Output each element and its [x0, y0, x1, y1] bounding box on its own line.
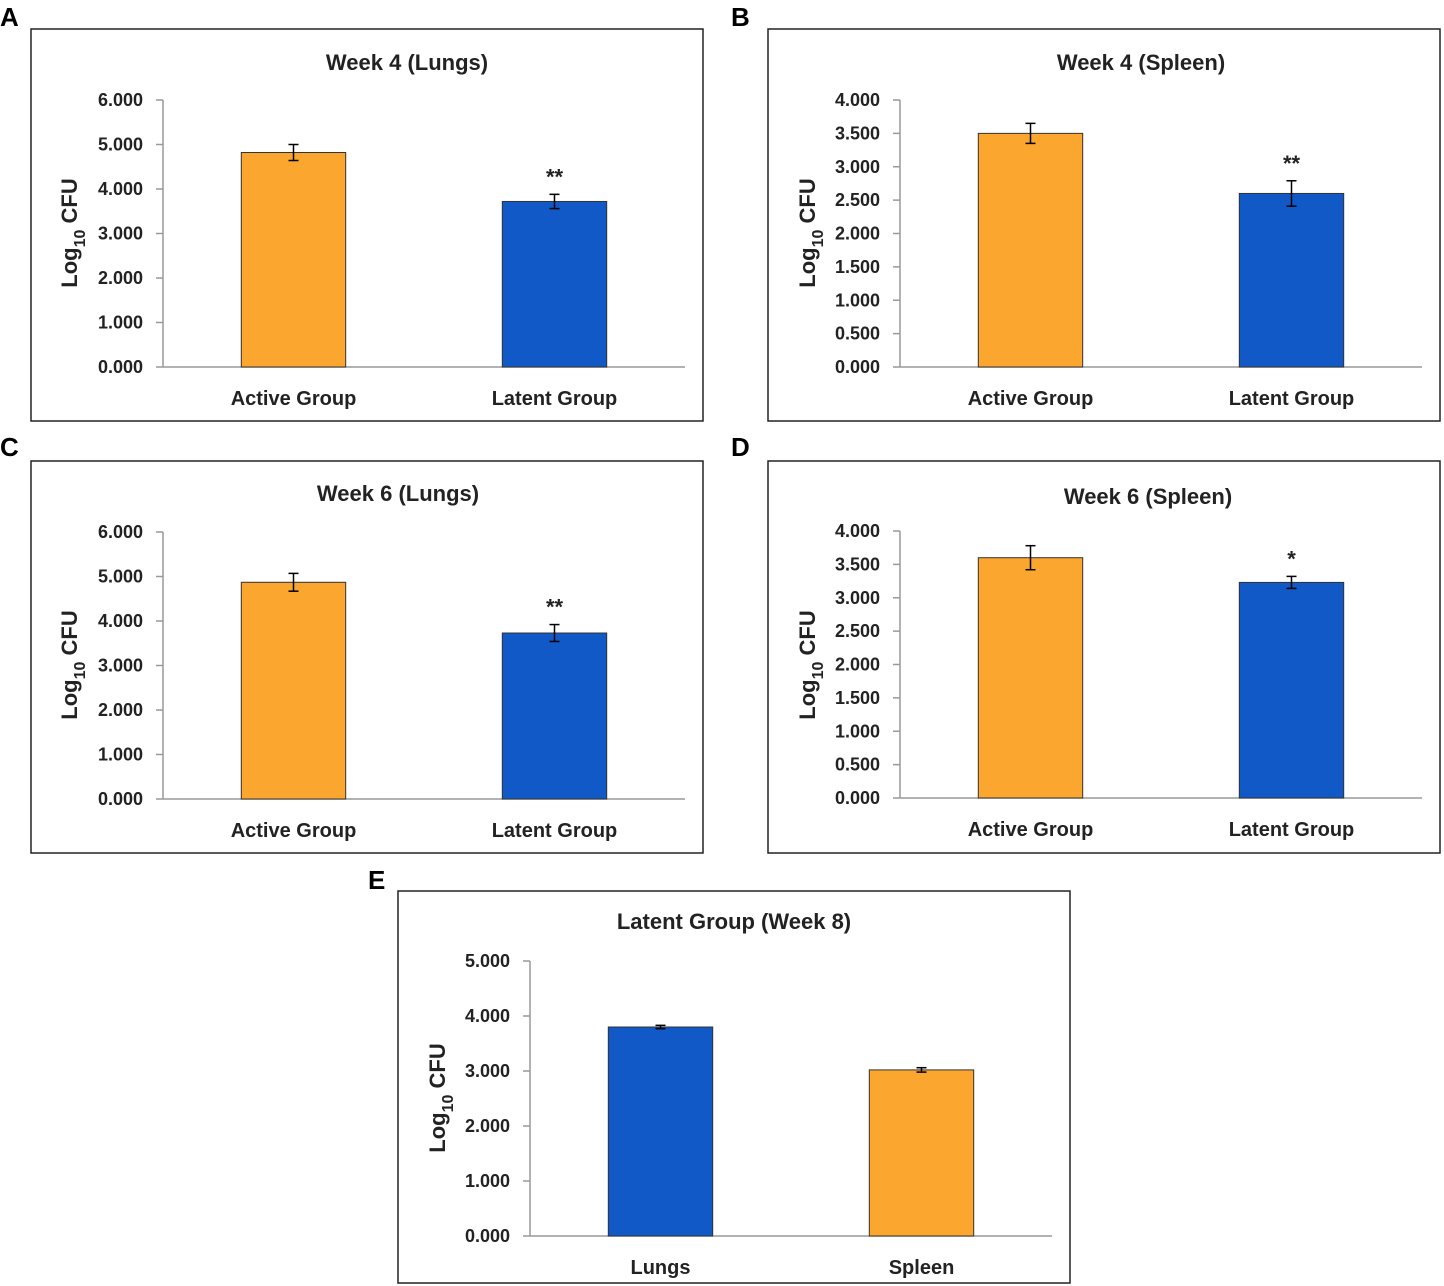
panel-a: A Week 4 (Lungs) Log10 CFU 0.000 1.000 2.0… [0, 2, 704, 422]
panel-e-y-tick-label: 1.000 [465, 1171, 510, 1191]
panel-d-title: Week 6 (Spleen) [1064, 484, 1232, 509]
panel-c-y-tick-label: 0.000 [98, 789, 143, 809]
panel-d-y-tick-label: 1.500 [835, 688, 880, 708]
panel-c-y-axis-label: Log10 CFU [57, 610, 89, 719]
panel-b-y-tick-label: 3.500 [835, 123, 880, 143]
panel-a-x-tick-label: Active Group [231, 388, 357, 410]
panel-b-y-tick-label: 3.000 [835, 157, 880, 177]
panel-a-y-tick-label: 2.000 [98, 268, 143, 288]
panel-d-x-tick-label: Latent Group [1229, 819, 1355, 841]
panel-d-y-tick-label: 0.500 [835, 755, 880, 775]
panel-c-y-tick-label: 5.000 [98, 567, 143, 587]
panel-d-bar-latent-group [1238, 581, 1345, 799]
panel-d-letter: D [731, 432, 750, 462]
panel-a-x-tick-label: Latent Group [492, 388, 618, 410]
panel-c-significance-marker: ** [546, 595, 564, 620]
panel-c-letter: C [0, 432, 19, 462]
panel-b-y-tick-label: 2.000 [835, 224, 880, 244]
panel-c-bar-active-group [240, 581, 347, 800]
panel-e-x-tick-label: Lungs [631, 1257, 691, 1279]
panel-b-x-tick-label: Latent Group [1229, 388, 1355, 410]
panel-c-bar-latent-group [501, 632, 608, 800]
panel-d-significance-marker: * [1287, 546, 1296, 571]
panel-b-significance-marker: ** [1283, 151, 1301, 176]
panel-e-y-axis-label: Log10 CFU [425, 1043, 457, 1152]
panel-b-y-tick-label: 4.000 [835, 90, 880, 110]
panel-c-x-tick-label: Active Group [231, 820, 357, 842]
panel-b-y-tick-label: 0.000 [835, 357, 880, 377]
panel-d-y-tick-label: 2.000 [835, 655, 880, 675]
panel-a-y-axis-label: Log10 CFU [57, 178, 89, 287]
panel-b-bar-latent-group [1238, 192, 1345, 368]
panel-c-y-tick-label: 2.000 [98, 700, 143, 720]
panel-e-letter: E [368, 865, 385, 895]
panel-c-y-tick-label: 6.000 [98, 522, 143, 542]
panel-b-letter: B [731, 2, 750, 32]
panel-b: B Week 4 (Spleen) Log10 CFU 0.000 0.500 1.… [731, 2, 1441, 422]
panel-b-y-axis-label: Log10 CFU [795, 178, 827, 287]
panel-d-y-axis-label: Log10 CFU [795, 610, 827, 719]
panel-a-bar-active-group [240, 152, 347, 368]
panel-c-y-tick-label: 4.000 [98, 611, 143, 631]
panel-c-y-tick-label: 1.000 [98, 745, 143, 765]
panel-e-bar-lungs [607, 1026, 714, 1237]
panel-a-title: Week 4 (Lungs) [326, 50, 488, 75]
panel-b-title: Week 4 (Spleen) [1057, 50, 1225, 75]
panel-d-y-tick-label: 2.500 [835, 621, 880, 641]
panel-a-y-tick-label: 4.000 [98, 179, 143, 199]
panel-b-x-tick-label: Active Group [968, 388, 1094, 410]
panel-d-y-tick-label: 3.500 [835, 554, 880, 574]
panel-b-y-tick-label: 2.500 [835, 190, 880, 210]
panel-e-title: Latent Group (Week 8) [617, 909, 851, 934]
panel-e-y-tick-label: 3.000 [465, 1061, 510, 1081]
panel-d-x-tick-label: Active Group [968, 819, 1094, 841]
panel-e-bar-spleen [868, 1069, 975, 1237]
panel-e-x-tick-label: Spleen [889, 1257, 955, 1279]
panel-c: C Week 6 (Lungs) Log10 CFU 0.000 1.000 2.0… [0, 432, 704, 854]
panel-d-y-tick-label: 0.000 [835, 788, 880, 808]
panel-a-significance-marker: ** [546, 164, 564, 189]
panel-e-y-tick-label: 2.000 [465, 1116, 510, 1136]
panel-e-y-tick-label: 0.000 [465, 1226, 510, 1246]
panel-d-bar-active-group [977, 557, 1084, 799]
panel-c-x-tick-label: Latent Group [492, 820, 618, 842]
panel-a-y-tick-label: 1.000 [98, 313, 143, 333]
panel-a-letter: A [0, 2, 19, 32]
panel-b-y-tick-label: 1.500 [835, 257, 880, 277]
panel-b-bar-active-group [977, 132, 1084, 368]
panel-e: E Latent Group (Week 8) Log10 CFU 0.000 1… [368, 865, 1071, 1284]
panel-b-y-tick-label: 1.000 [835, 290, 880, 310]
panel-d: D Week 6 (Spleen) Log10 CFU 0.000 0.500 1.… [731, 432, 1441, 854]
panel-e-y-tick-label: 4.000 [465, 1006, 510, 1026]
panel-d-y-tick-label: 1.000 [835, 721, 880, 741]
panel-c-y-tick-label: 3.000 [98, 656, 143, 676]
panel-b-y-tick-label: 0.500 [835, 324, 880, 344]
panel-a-y-tick-label: 6.000 [98, 90, 143, 110]
panel-c-title: Week 6 (Lungs) [317, 481, 479, 506]
panel-d-y-tick-label: 4.000 [835, 521, 880, 541]
panel-e-y-tick-label: 5.000 [465, 951, 510, 971]
panel-a-y-tick-label: 3.000 [98, 224, 143, 244]
panel-a-bar-latent-group [501, 200, 608, 368]
panel-a-y-tick-label: 0.000 [98, 357, 143, 377]
panel-d-y-tick-label: 3.000 [835, 588, 880, 608]
panel-a-y-tick-label: 5.000 [98, 135, 143, 155]
